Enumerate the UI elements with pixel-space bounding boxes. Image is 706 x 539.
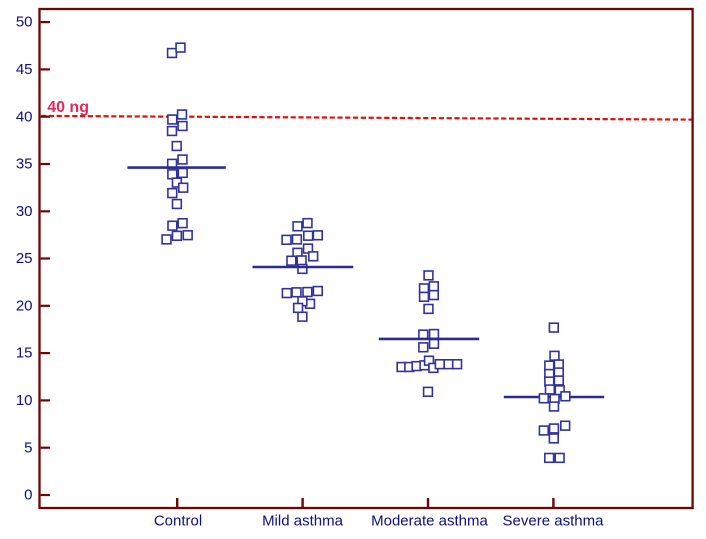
svg-text:30: 30 — [16, 203, 33, 220]
svg-text:15: 15 — [16, 345, 33, 362]
svg-text:40 ng: 40 ng — [47, 99, 89, 116]
svg-text:50: 50 — [16, 14, 33, 31]
svg-text:10: 10 — [16, 392, 33, 409]
svg-text:45: 45 — [16, 61, 33, 78]
svg-text:25: 25 — [16, 250, 33, 267]
svg-text:Control: Control — [154, 513, 202, 530]
svg-text:Severe asthma: Severe asthma — [503, 513, 605, 530]
svg-text:0: 0 — [24, 487, 32, 504]
svg-text:Moderate asthma: Moderate asthma — [371, 513, 488, 530]
svg-text:40: 40 — [16, 108, 33, 125]
svg-text:20: 20 — [16, 297, 33, 314]
svg-text:5: 5 — [24, 439, 32, 456]
svg-text:Mild asthma: Mild asthma — [262, 513, 344, 530]
svg-text:35: 35 — [16, 156, 33, 173]
